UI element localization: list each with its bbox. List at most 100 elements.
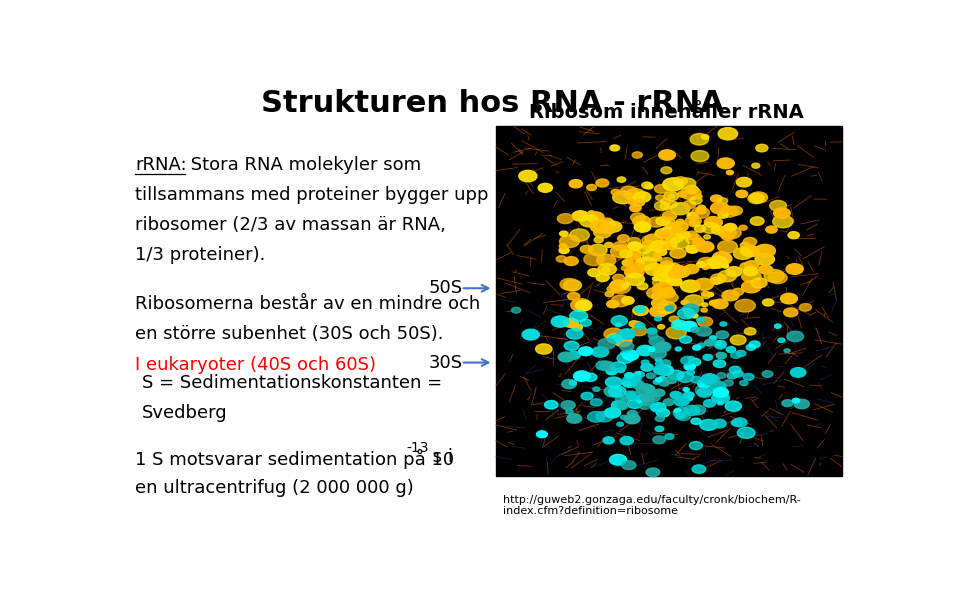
Circle shape: [736, 177, 752, 187]
Circle shape: [590, 223, 597, 227]
Circle shape: [663, 245, 670, 249]
Circle shape: [689, 441, 703, 450]
Circle shape: [752, 278, 767, 288]
Circle shape: [658, 305, 665, 309]
Circle shape: [656, 361, 663, 366]
Circle shape: [682, 321, 697, 331]
Circle shape: [681, 187, 701, 200]
Circle shape: [564, 257, 578, 265]
Circle shape: [666, 326, 686, 339]
Circle shape: [778, 338, 785, 343]
Circle shape: [646, 390, 658, 397]
Circle shape: [604, 386, 622, 397]
Circle shape: [588, 244, 607, 256]
Circle shape: [681, 300, 688, 305]
Circle shape: [581, 245, 593, 253]
Circle shape: [752, 163, 760, 168]
Circle shape: [720, 322, 727, 326]
Circle shape: [690, 405, 706, 415]
Circle shape: [634, 200, 644, 206]
Circle shape: [627, 411, 637, 417]
Circle shape: [727, 373, 737, 379]
Circle shape: [646, 468, 660, 476]
Circle shape: [696, 327, 711, 336]
Circle shape: [622, 350, 638, 361]
Circle shape: [714, 341, 721, 346]
Circle shape: [623, 379, 636, 388]
Circle shape: [705, 216, 722, 228]
Circle shape: [689, 197, 702, 204]
Circle shape: [783, 308, 798, 317]
Circle shape: [710, 195, 722, 203]
Circle shape: [713, 388, 729, 397]
Circle shape: [621, 415, 628, 420]
Circle shape: [588, 269, 601, 277]
Circle shape: [647, 328, 657, 335]
Circle shape: [698, 257, 714, 268]
Circle shape: [711, 226, 726, 235]
Circle shape: [669, 194, 675, 198]
Circle shape: [656, 358, 661, 362]
Circle shape: [672, 320, 686, 330]
Circle shape: [601, 219, 615, 229]
Circle shape: [668, 370, 684, 380]
Circle shape: [599, 218, 613, 227]
Text: 50S: 50S: [429, 279, 463, 297]
Text: 1 S motsvarar sedimentation på 10: 1 S motsvarar sedimentation på 10: [134, 449, 454, 469]
Circle shape: [607, 333, 622, 343]
Circle shape: [668, 269, 684, 278]
Circle shape: [749, 341, 760, 348]
Circle shape: [736, 191, 748, 198]
Circle shape: [587, 212, 604, 223]
Circle shape: [676, 219, 684, 225]
Circle shape: [656, 377, 662, 382]
Circle shape: [794, 399, 809, 409]
Circle shape: [647, 287, 665, 298]
Circle shape: [688, 356, 694, 360]
Text: Svedberg: Svedberg: [142, 405, 228, 422]
Circle shape: [684, 295, 704, 307]
Circle shape: [615, 396, 624, 401]
Circle shape: [722, 264, 729, 268]
Circle shape: [649, 336, 664, 346]
Circle shape: [564, 318, 578, 327]
Circle shape: [641, 241, 656, 250]
Circle shape: [768, 272, 787, 283]
Circle shape: [636, 384, 654, 395]
Circle shape: [622, 461, 636, 470]
Circle shape: [775, 324, 781, 328]
Circle shape: [635, 381, 644, 387]
Circle shape: [703, 266, 708, 270]
Circle shape: [678, 178, 696, 189]
Circle shape: [631, 213, 645, 222]
Circle shape: [606, 368, 617, 375]
Circle shape: [666, 225, 682, 235]
Circle shape: [659, 376, 665, 380]
Circle shape: [766, 226, 778, 233]
Circle shape: [712, 251, 732, 264]
Circle shape: [593, 387, 600, 391]
Circle shape: [662, 178, 684, 191]
Circle shape: [641, 364, 653, 371]
Circle shape: [631, 376, 641, 383]
Circle shape: [645, 234, 662, 245]
Circle shape: [567, 292, 580, 300]
Circle shape: [719, 227, 736, 238]
Circle shape: [787, 331, 804, 341]
Circle shape: [560, 279, 579, 290]
Circle shape: [658, 324, 664, 329]
Circle shape: [580, 319, 591, 326]
Circle shape: [564, 341, 579, 350]
Circle shape: [722, 290, 739, 301]
Circle shape: [665, 275, 681, 285]
Circle shape: [692, 238, 705, 245]
Circle shape: [661, 232, 669, 237]
Circle shape: [792, 398, 800, 403]
Circle shape: [717, 158, 734, 169]
Circle shape: [773, 215, 793, 228]
Circle shape: [565, 409, 573, 414]
Text: 30S: 30S: [429, 353, 463, 371]
Circle shape: [644, 365, 653, 370]
Circle shape: [642, 182, 652, 189]
Circle shape: [593, 227, 612, 238]
